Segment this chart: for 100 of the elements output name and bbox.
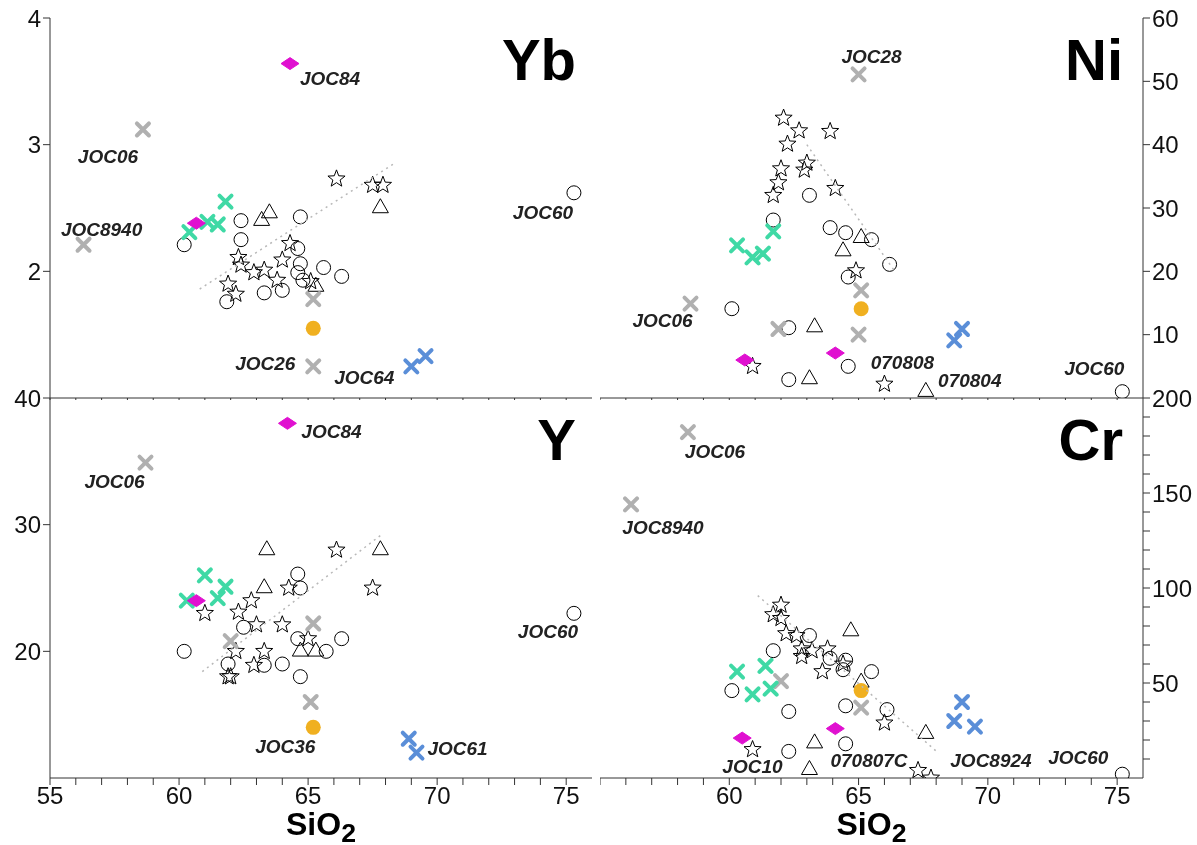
annotation: 070808: [870, 351, 935, 373]
point: [244, 263, 263, 281]
y-tick-label: 50: [1152, 67, 1179, 95]
point: [305, 358, 322, 375]
point: [764, 605, 783, 623]
x-tick-label: 70: [423, 782, 451, 810]
annotation: JOC61: [427, 738, 488, 760]
chart-title: Cr: [1058, 407, 1123, 472]
point: [735, 353, 755, 367]
point: [277, 416, 297, 430]
annotation: 070804: [938, 369, 1002, 391]
point: [795, 160, 814, 178]
point: [318, 643, 334, 659]
point: [790, 121, 809, 139]
point: [946, 332, 963, 349]
point: [801, 187, 817, 203]
point: [769, 173, 788, 191]
point: [826, 178, 845, 197]
point: [743, 740, 762, 758]
point: [217, 578, 234, 595]
point: [334, 268, 350, 284]
point: [403, 358, 420, 375]
annotation: JOC84: [301, 420, 362, 442]
annotation: JOC64: [334, 366, 395, 388]
point: [781, 704, 797, 719]
point: [853, 301, 869, 317]
annotation: JOC06: [84, 471, 146, 493]
point: [209, 216, 226, 233]
point: [373, 175, 392, 193]
point: [327, 169, 346, 187]
y-tick-label: 100: [1152, 574, 1193, 602]
y-tick-label: 50: [1152, 669, 1179, 697]
chart-title: Ni: [1065, 27, 1123, 92]
point: [226, 284, 245, 302]
annotation: JOC06: [684, 440, 746, 462]
point: [233, 213, 249, 229]
point: [255, 260, 274, 278]
y-tick-label: 3: [27, 131, 41, 159]
point: [853, 282, 870, 299]
point: [219, 274, 238, 292]
point: [771, 595, 791, 613]
point: [256, 657, 272, 673]
point: [850, 66, 867, 83]
point: [292, 256, 308, 272]
point: [566, 605, 582, 621]
annotation: JOC8940: [622, 516, 705, 538]
point: [771, 608, 791, 627]
point: [258, 540, 276, 556]
point: [280, 233, 300, 252]
point: [301, 271, 320, 290]
point: [417, 348, 434, 365]
point: [226, 641, 245, 660]
point: [273, 250, 292, 268]
point: [623, 496, 640, 513]
chart-title: Y: [537, 407, 576, 472]
point: [838, 698, 854, 714]
point: [777, 624, 796, 642]
point: [917, 723, 935, 739]
point: [371, 198, 389, 214]
point: [400, 730, 417, 747]
y-tick-label: 30: [1152, 194, 1179, 222]
point: [273, 615, 292, 633]
point: [954, 694, 970, 710]
point: [875, 713, 894, 731]
point: [787, 626, 806, 644]
point: [176, 237, 192, 253]
annotation: JOC06: [632, 310, 694, 332]
point: [280, 57, 300, 71]
point: [818, 639, 837, 657]
point: [334, 631, 350, 647]
point: [822, 220, 838, 236]
point: [853, 683, 869, 699]
point: [765, 223, 782, 240]
point: [220, 656, 236, 672]
point: [835, 662, 851, 678]
point: [792, 639, 811, 657]
point: [797, 153, 816, 171]
point: [744, 686, 761, 703]
point: [917, 381, 935, 397]
y-tick-label: 30: [14, 511, 41, 539]
point: [834, 241, 852, 257]
point: [274, 656, 290, 672]
y-tick-label: 10: [1152, 321, 1179, 349]
point: [834, 654, 853, 672]
x-tick-label: 70: [974, 782, 1002, 810]
y-tick-label: 2: [27, 257, 41, 285]
point: [255, 641, 274, 660]
annotation: JOC60: [512, 202, 574, 224]
annotation: JOC60: [517, 620, 579, 642]
point: [850, 326, 867, 343]
point: [222, 633, 239, 650]
y-tick-label: 60: [1152, 4, 1179, 32]
point: [371, 540, 389, 556]
point: [744, 249, 761, 266]
point: [764, 185, 783, 204]
point: [801, 628, 817, 643]
point: [268, 270, 287, 288]
point: [770, 320, 787, 337]
point: [178, 592, 195, 609]
x-tick-label: 75: [1103, 782, 1131, 810]
